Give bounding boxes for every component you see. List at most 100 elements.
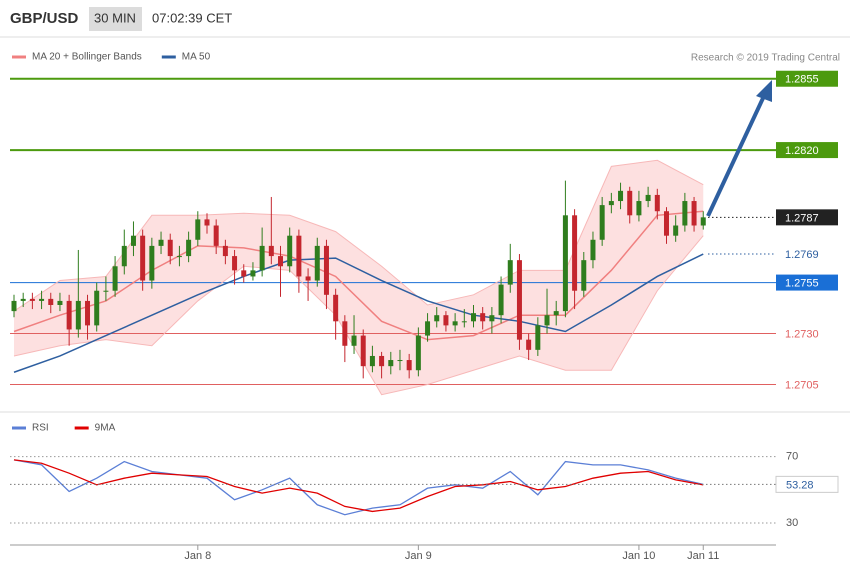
- timeframe: 30 MIN: [94, 10, 136, 25]
- candle-body: [599, 205, 605, 240]
- candle-body: [186, 239, 192, 257]
- legend-label: 9MA: [95, 423, 116, 434]
- price-label: 1.2769: [785, 249, 819, 261]
- candle-body: [535, 325, 541, 350]
- candle-body: [204, 219, 210, 226]
- rsi-line: [13, 459, 704, 513]
- candle-body: [259, 245, 265, 271]
- price-label-box: [776, 142, 838, 159]
- time: 07:02:39 CET: [152, 10, 232, 25]
- candle-body: [57, 300, 63, 305]
- candle-body: [213, 225, 219, 246]
- candle-body: [526, 339, 532, 350]
- candle-body: [287, 235, 293, 267]
- rsi-last-label: 53.28: [786, 479, 814, 491]
- candle-body: [388, 360, 394, 367]
- moving-average: [13, 210, 704, 341]
- price-label-box: [776, 70, 838, 87]
- candle-body: [140, 235, 146, 281]
- price-label: 1.2730: [785, 328, 819, 340]
- candle-body: [112, 266, 118, 291]
- forecast-arrow: [706, 95, 766, 217]
- x-tick-label: Jan 9: [405, 550, 432, 562]
- candle-body: [222, 245, 228, 257]
- candle-body: [278, 256, 284, 267]
- candle-body: [425, 321, 431, 336]
- candle-body: [471, 313, 476, 322]
- candle-body: [415, 335, 421, 371]
- candle-body: [443, 315, 449, 326]
- candle-body: [314, 245, 320, 281]
- candle-body: [250, 270, 256, 277]
- candle-body: [480, 313, 486, 322]
- candle-body: [130, 235, 136, 246]
- candle-body: [397, 360, 403, 362]
- price-label: 1.2787: [785, 212, 819, 224]
- x-tick-label: Jan 10: [622, 550, 655, 562]
- candle-body: [29, 298, 35, 301]
- candle-body: [360, 335, 366, 367]
- candle-body: [158, 239, 164, 246]
- candle-body: [268, 245, 274, 257]
- candle-body: [553, 311, 559, 316]
- candle-body: [20, 298, 26, 301]
- x-tick-label: Jan 8: [184, 550, 211, 562]
- price-label: 1.2855: [785, 74, 819, 86]
- candle-body: [379, 355, 385, 367]
- forecast-arrowhead: [756, 80, 772, 102]
- candle-body: [434, 315, 440, 322]
- candle-body: [75, 300, 81, 330]
- x-tick-label: Jan 11: [687, 550, 719, 562]
- price-label: 1.2755: [785, 277, 819, 289]
- moving-average: [13, 253, 704, 373]
- candle-body: [682, 201, 688, 226]
- candle-body: [581, 260, 587, 291]
- candle-body: [663, 211, 669, 236]
- candle-body: [618, 190, 624, 202]
- legend-label: RSI: [32, 423, 49, 434]
- candle-body: [498, 284, 504, 316]
- candle-body: [296, 235, 302, 277]
- legend-label: MA 50: [182, 52, 211, 63]
- price-label-box: [776, 274, 838, 291]
- candle-body: [489, 315, 495, 322]
- candle-body: [645, 194, 651, 202]
- candle-body: [232, 256, 238, 271]
- candle-body: [369, 355, 375, 367]
- candle-body: [507, 260, 513, 285]
- timeframe-box: [89, 7, 142, 31]
- candle-body: [544, 315, 550, 326]
- candle-body: [66, 300, 72, 330]
- rsi-last-box: [775, 475, 839, 493]
- bollinger-lower: [13, 235, 704, 396]
- bollinger-band: [14, 160, 704, 395]
- candle-body: [103, 290, 109, 292]
- symbol: GBP/USD: [10, 10, 79, 27]
- candle-body: [452, 321, 458, 326]
- candle-body: [11, 300, 17, 312]
- y-tick-label: 30: [786, 517, 798, 529]
- candle-body: [48, 298, 54, 305]
- price-label-box: [776, 209, 838, 226]
- candle-body: [608, 201, 614, 206]
- rsi-line: [13, 459, 704, 516]
- candle-body: [636, 201, 642, 216]
- candle-body: [195, 219, 201, 240]
- candle-body: [167, 239, 173, 257]
- candle-body: [654, 194, 660, 212]
- candle-body: [590, 239, 596, 261]
- candle-body: [342, 321, 348, 346]
- price-label: 1.2820: [785, 145, 819, 157]
- candle-body: [691, 201, 697, 226]
- candle-body: [149, 245, 155, 281]
- copyright: Research © 2019 Trading Central: [691, 53, 840, 64]
- bollinger-upper: [13, 159, 704, 312]
- candle-body: [323, 245, 329, 295]
- candle-body: [627, 190, 633, 216]
- candle-body: [461, 321, 467, 323]
- candle-body: [351, 335, 357, 346]
- candle-body: [516, 260, 522, 340]
- candle-body: [572, 215, 578, 291]
- candle-body: [94, 290, 100, 326]
